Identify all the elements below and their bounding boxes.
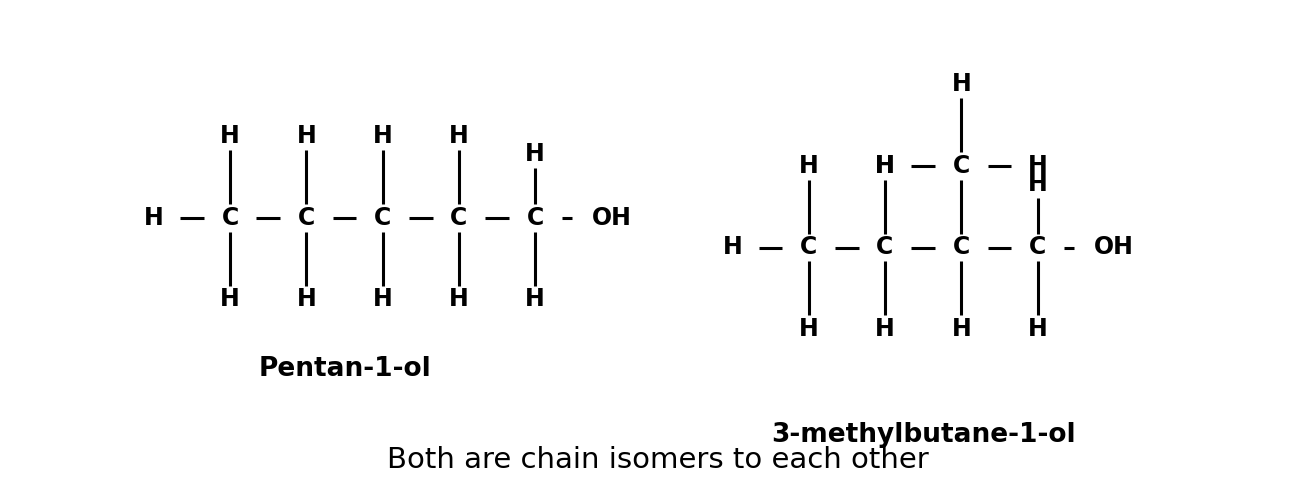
Text: H: H	[220, 288, 241, 311]
Text: C: C	[876, 236, 894, 259]
Text: H: H	[525, 288, 546, 311]
Text: H: H	[1027, 317, 1048, 341]
Text: Both are chain isomers to each other: Both are chain isomers to each other	[387, 446, 928, 474]
Text: H: H	[296, 124, 317, 148]
Text: C: C	[800, 236, 818, 259]
Text: H: H	[143, 206, 164, 230]
Text: C: C	[526, 206, 544, 230]
Text: OH: OH	[592, 206, 631, 230]
Text: C: C	[450, 206, 468, 230]
Text: H: H	[372, 288, 393, 311]
Text: H: H	[1027, 154, 1048, 178]
Text: H: H	[874, 154, 896, 178]
Text: H: H	[798, 317, 819, 341]
Text: C: C	[373, 206, 392, 230]
Text: OH: OH	[1094, 236, 1134, 259]
Text: H: H	[722, 236, 743, 259]
Text: H: H	[448, 288, 469, 311]
Text: H: H	[951, 72, 972, 96]
Text: H: H	[448, 124, 469, 148]
Text: Pentan-1-ol: Pentan-1-ol	[258, 356, 431, 382]
Text: H: H	[372, 124, 393, 148]
Text: H: H	[874, 154, 896, 178]
Text: C: C	[1028, 236, 1047, 259]
Text: 3-methylbutane-1-ol: 3-methylbutane-1-ol	[771, 422, 1076, 448]
Text: C: C	[952, 154, 970, 178]
Text: H: H	[1027, 172, 1048, 196]
Text: H: H	[798, 154, 819, 178]
Text: H: H	[525, 142, 546, 166]
Text: C: C	[221, 206, 239, 230]
Text: C: C	[952, 236, 970, 259]
Text: H: H	[874, 317, 896, 341]
Text: H: H	[296, 288, 317, 311]
Text: H: H	[951, 317, 972, 341]
Text: C: C	[297, 206, 316, 230]
Text: H: H	[220, 124, 241, 148]
